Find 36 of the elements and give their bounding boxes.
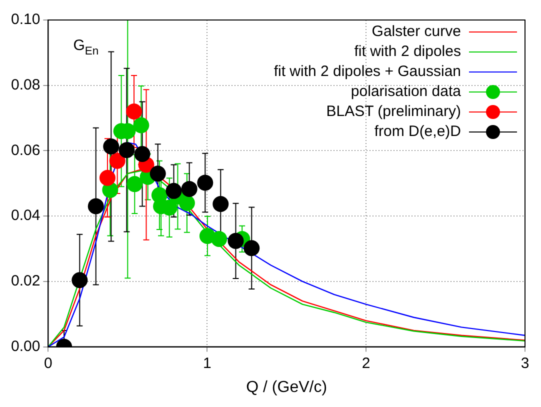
y-tick-label: 0.04	[10, 207, 40, 224]
point	[212, 196, 229, 212]
legend-label: Galster curve	[372, 23, 461, 40]
y-tick-label: 0.08	[10, 76, 40, 94]
point	[150, 166, 166, 182]
point	[197, 174, 214, 191]
point	[166, 182, 182, 199]
legend-label: polarisation data	[350, 83, 462, 100]
legend-label: fit with 2 dipoles + Gaussian	[274, 63, 461, 80]
point	[109, 152, 126, 169]
x-tick-label: 0	[44, 354, 52, 372]
point	[228, 232, 244, 249]
legend-label: from D(e,e)D	[374, 123, 462, 140]
point	[88, 198, 104, 214]
y-tick-label: 0.00	[10, 338, 40, 355]
point	[244, 240, 260, 256]
y-tick-label: 0.10	[10, 11, 40, 28]
x-tick-label: 2	[362, 354, 370, 372]
point	[133, 117, 150, 134]
point	[211, 230, 228, 247]
x-tick-label: 1	[202, 354, 212, 372]
y-tick-label: 0.02	[10, 272, 40, 290]
point	[72, 272, 88, 288]
legend-label: fit with 2 dipoles	[354, 43, 461, 60]
legend-label: BLAST (preliminary)	[326, 103, 461, 120]
x-axis-title: Q / (GeV/c)	[246, 378, 328, 396]
point	[103, 138, 120, 154]
x-tick-label: 3	[520, 354, 530, 372]
point	[126, 104, 142, 120]
point	[118, 142, 135, 158]
point	[99, 170, 116, 186]
point	[178, 195, 195, 212]
point	[181, 180, 198, 197]
point	[126, 176, 143, 192]
point	[134, 146, 150, 162]
y-tick-label: 0.06	[10, 142, 40, 159]
